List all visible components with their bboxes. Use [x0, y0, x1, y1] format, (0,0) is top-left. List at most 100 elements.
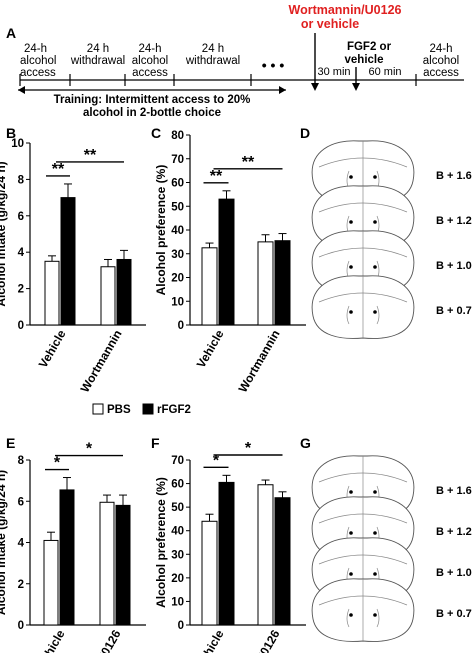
timeline-segment-1: 24-h alcohol access: [20, 43, 56, 79]
panel-g: G B + 1.6 B + 1.2 B + 1.0 B + 0.7: [300, 435, 472, 642]
chart-c-significance-label: **: [242, 154, 255, 171]
brain-d-injection-site-right: [373, 265, 377, 269]
chart-c-y-tick-label: 0: [178, 320, 184, 332]
svg-text:alcohol: alcohol: [20, 55, 56, 67]
chart-f-y-tick-label: 60: [171, 479, 184, 491]
brain-d-section: B + 0.7: [311, 275, 472, 339]
brain-g-injection-site-right: [373, 531, 377, 535]
svg-text:withdrawal: withdrawal: [70, 55, 125, 67]
chart-b-y-tick-label: 6: [18, 211, 24, 223]
timeline-segment-2: 24 h withdrawal: [70, 43, 125, 67]
chart-f-bar-pbs-u0126: [257, 484, 274, 626]
chart-f-bar-rfgf2-vehicle: [218, 481, 235, 626]
chart-f-y-tick-label: 70: [171, 455, 184, 467]
chart-f-y-label: Alcohol preference (%): [154, 477, 168, 608]
chart-b-y-tick-label: 8: [18, 174, 25, 186]
chart-e-y-tick-label: 2: [18, 579, 24, 591]
chart-e-y-label: Alcohol Intake (g/kg/24 h): [0, 470, 8, 615]
svg-text:24 h: 24 h: [87, 43, 109, 55]
svg-text:24-h: 24-h: [138, 43, 161, 55]
legend-rfgf2-label: rFGF2: [157, 404, 191, 416]
chart-c-y-tick-label: 60: [171, 178, 184, 190]
timeline-ellipsis: • • •: [262, 57, 285, 73]
legend-pbs-label: PBS: [107, 404, 131, 416]
chart-b-y-label: Alcohol Intake (g/kg/24 h): [0, 161, 8, 306]
chart-b-y-tick-label: 0: [18, 320, 24, 332]
brain-g-injection-site-right: [373, 613, 377, 617]
chart-c-y-tick-label: 30: [171, 249, 184, 261]
brain-d-section-label: B + 1.6: [436, 170, 472, 182]
brain-g-injection-site-left: [349, 572, 353, 576]
fgf2-arrow: [352, 67, 360, 91]
brain-d-injection-site-left: [349, 175, 353, 179]
chart-e-bar-rfgf2-u0126: [115, 504, 131, 626]
svg-text:alcohol: alcohol: [132, 55, 168, 67]
chart-c-y-tick-label: 10: [171, 296, 184, 308]
chart-c-category-label: Wortmannin: [236, 328, 283, 395]
chart-e: 0 2 4 6 8 Alcohol Intake (g/kg/24 h) Vehicle U0…: [0, 441, 146, 653]
brain-d-injection-site-right: [373, 310, 377, 314]
chart-e-y-tick-label: 8: [18, 455, 25, 467]
chart-e-bar-pbs-vehicle: [43, 539, 59, 626]
panel-e-letter: E: [6, 435, 15, 451]
brain-d-injection-site-right: [373, 220, 377, 224]
brain-g-injection-site-right: [373, 572, 377, 576]
chart-b: 0 2 4 6 8 10 Alcohol Intake (g/kg/24 h) Vehicle…: [0, 138, 146, 395]
panel-b-letter: B: [6, 125, 16, 141]
timeline-segment-4: 24 h withdrawal: [185, 43, 240, 67]
chart-c-y-label: Alcohol preference (%): [154, 165, 168, 296]
chart-b-y-tick-label: 10: [11, 138, 24, 150]
training-arrow: [18, 86, 286, 94]
chart-c-category-label: Vehicle: [194, 327, 227, 370]
chart-b-bar-rfgf2-vehicle: [60, 197, 76, 326]
chart-e-significance-label: *: [86, 441, 93, 458]
chart-f-bar-rfgf2-u0126: [274, 497, 291, 626]
chart-e-category-label: Vehicle: [35, 627, 68, 653]
chart-c-bar-pbs-vehicle: [201, 247, 218, 326]
chart-c-y-tick-label: 50: [171, 201, 184, 213]
brain-g-section-label: B + 1.6: [436, 485, 472, 497]
svg-text:access: access: [20, 67, 56, 79]
brain-g-section-label: B + 1.0: [436, 567, 472, 579]
svg-text:access: access: [423, 67, 459, 79]
chart-e-y-tick-label: 6: [18, 496, 24, 508]
brain-d-section-label: B + 0.7: [436, 305, 472, 317]
brain-d-injection-site-left: [349, 220, 353, 224]
chart-f-y-tick-label: 20: [171, 573, 184, 585]
legend: PBS rFGF2: [92, 403, 191, 416]
chart-f-y-tick-label: 10: [171, 596, 184, 608]
brain-g-injection-site-left: [349, 613, 353, 617]
brain-sections-d: B + 1.6 B + 1.2 B + 1.0 B + 0.7: [311, 140, 472, 339]
chart-e-significance-label: *: [54, 455, 61, 472]
fgf2-label-line1: FGF2 or: [347, 41, 392, 53]
chart-f-significance-label: *: [245, 440, 252, 457]
chart-b-category-label: Wortmannin: [78, 328, 125, 395]
panel-d: D B + 1.6 B + 1.2 B + 1.0 B + 0.7: [300, 125, 472, 339]
chart-c-y-tick-label: 80: [171, 130, 184, 142]
chart-c-bar-rfgf2-wortmannin: [274, 240, 291, 326]
chart-b-category-label: Vehicle: [36, 327, 69, 370]
brain-d-injection-site-right: [373, 175, 377, 179]
chart-b-significance-label: **: [52, 161, 65, 178]
svg-text:alcohol: alcohol: [423, 55, 459, 67]
brain-d-injection-site-left: [349, 310, 353, 314]
panel-b: B 0 2 4 6 8 10 Alcohol Intake (g/kg/24 h) Vehic…: [0, 125, 146, 395]
chart-f-y-tick-label: 30: [171, 549, 184, 561]
brain-g-injection-site-left: [349, 490, 353, 494]
brain-d-section-label: B + 1.2: [436, 215, 472, 227]
timeline-ticks: [19, 74, 417, 86]
chart-c-bar-rfgf2-vehicle: [218, 198, 235, 326]
legend-pbs-swatch: [92, 403, 104, 415]
chart-b-y-tick-label: 4: [18, 247, 25, 259]
treatment-label-line1: Wortmannin/U0126: [289, 3, 402, 17]
panel-f-letter: F: [151, 435, 160, 451]
chart-b-bar-rfgf2-wortmannin: [116, 258, 132, 326]
brain-d-section-label: B + 1.0: [436, 260, 472, 272]
chart-f-y-tick-label: 0: [178, 620, 184, 632]
training-line1: Training: Intermittent access to 20%: [54, 94, 251, 106]
panel-a: A Wortmannin/U0126 or vehicle FGF2 or ve…: [6, 3, 464, 119]
panel-a-letter: A: [6, 25, 16, 41]
chart-b-bar-pbs-wortmannin: [100, 266, 116, 326]
brain-g-section-label: B + 0.7: [436, 608, 472, 620]
